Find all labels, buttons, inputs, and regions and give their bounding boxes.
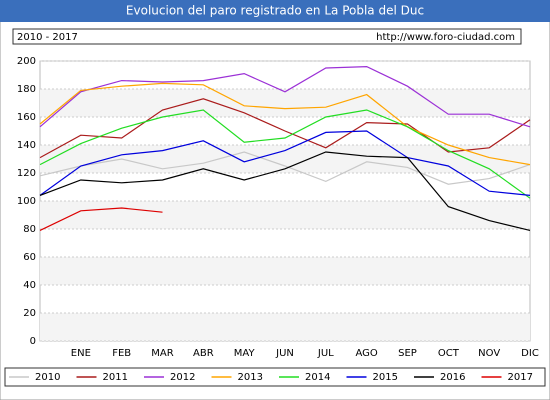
- x-tick-label: JUN: [275, 348, 294, 359]
- subtitle: 2010 - 2017: [17, 32, 78, 43]
- legend-label: 2014: [305, 372, 330, 383]
- y-tick-label: 180: [17, 84, 36, 95]
- x-tick-label: JUL: [317, 348, 334, 359]
- x-tick-label: ENE: [71, 348, 91, 359]
- chart-title: Evolucion del paro registrado en La Pobl…: [126, 4, 424, 18]
- series-line: [39, 82, 531, 166]
- x-tick-label: MAY: [234, 348, 256, 359]
- series-line: [39, 109, 531, 199]
- x-tick-label: FEB: [112, 348, 131, 359]
- y-tick-label: 120: [17, 168, 36, 179]
- series-line: [39, 151, 531, 231]
- grid-band: [40, 257, 530, 285]
- x-tick-label: DIC: [521, 348, 539, 359]
- grid-band: [40, 313, 530, 341]
- title-bar: [0, 0, 550, 22]
- source: http://www.foro-ciudad.com: [376, 32, 515, 43]
- legend-label: 2010: [35, 372, 60, 383]
- x-tick-label: SEP: [398, 348, 417, 359]
- y-tick-label: 0: [30, 336, 36, 347]
- series-line: [39, 130, 531, 196]
- series-line: [39, 98, 531, 159]
- legend-label: 2015: [373, 372, 398, 383]
- legend-label: 2012: [170, 372, 195, 383]
- series-line: [39, 207, 163, 231]
- y-tick-label: 100: [17, 196, 36, 207]
- grid-band: [40, 89, 530, 117]
- series-line: [39, 151, 531, 185]
- y-tick-label: 40: [23, 280, 36, 291]
- x-tick-label: OCT: [438, 348, 460, 359]
- series-line: [39, 65, 531, 128]
- x-tick-label: ABR: [193, 348, 214, 359]
- y-tick-label: 20: [23, 308, 36, 319]
- x-tick-label: AGO: [356, 348, 378, 359]
- legend-box: [4, 367, 546, 387]
- legend-label: 2011: [103, 372, 128, 383]
- y-tick-label: 60: [23, 252, 36, 263]
- legend-label: 2016: [440, 372, 465, 383]
- y-tick-label: 140: [17, 140, 36, 151]
- x-tick-label: MAR: [151, 348, 173, 359]
- y-tick-label: 160: [17, 112, 36, 123]
- legend-label: 2017: [508, 372, 533, 383]
- legend-label: 2013: [238, 372, 263, 383]
- grid-band: [40, 201, 530, 229]
- y-tick-label: 80: [23, 224, 36, 235]
- x-tick-label: NOV: [478, 348, 500, 359]
- y-tick-label: 200: [17, 56, 36, 67]
- subtitle-box: [12, 28, 522, 45]
